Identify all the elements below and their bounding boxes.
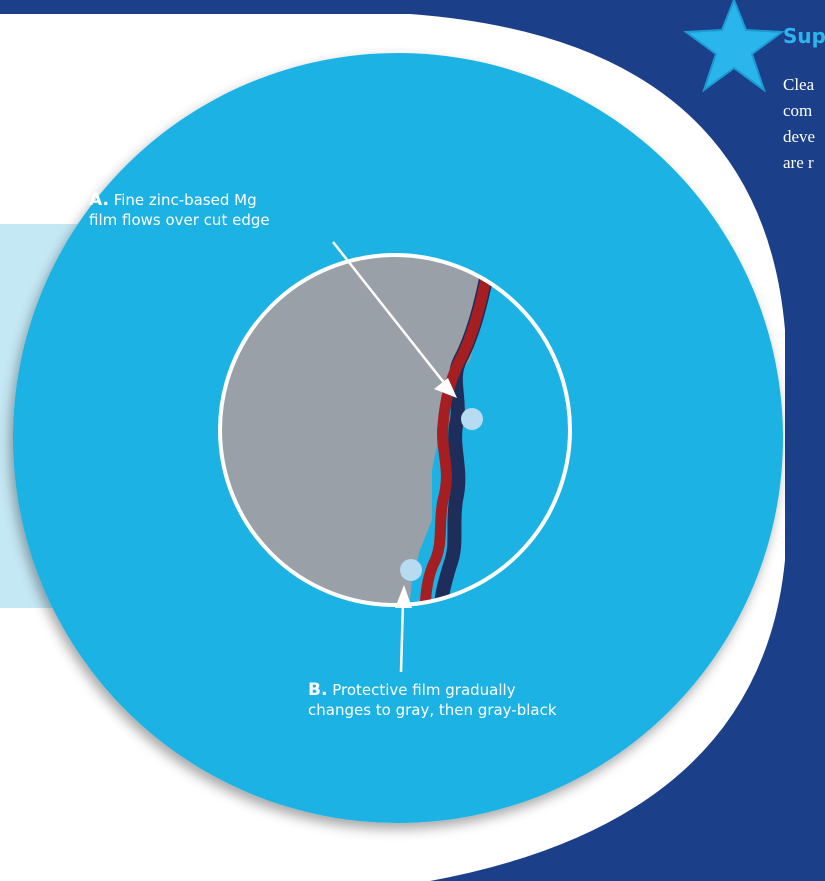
inner-circle-ring bbox=[218, 253, 572, 607]
star-icon bbox=[683, 0, 785, 93]
red-film-layer bbox=[418, 255, 498, 605]
arrow-a-head bbox=[434, 378, 457, 398]
label-a-line2: film flows over cut edge bbox=[89, 211, 270, 229]
label-a-letter: A. bbox=[89, 190, 109, 210]
label-a-line1: Fine zinc-based Mg bbox=[113, 191, 257, 209]
sidebar-text: Clea com deve are r bbox=[783, 72, 815, 176]
metal-substrate bbox=[220, 255, 500, 605]
label-b: B. Protective film gradually changes to … bbox=[308, 680, 557, 720]
arrow-a-line bbox=[332, 241, 446, 385]
label-b-line1: Protective film gradually bbox=[332, 681, 516, 699]
sidebar-heading: Sup bbox=[783, 24, 825, 48]
sidebar-line: deve bbox=[783, 127, 816, 146]
sidebar-line: are r bbox=[783, 153, 814, 172]
label-a: A. Fine zinc-based Mg film flows over cu… bbox=[89, 190, 270, 230]
arrow-b-line bbox=[399, 601, 405, 673]
sidebar-line: com bbox=[783, 101, 813, 120]
marker-dot-a bbox=[461, 408, 483, 430]
label-b-letter: B. bbox=[308, 680, 328, 700]
magnified-view bbox=[220, 255, 570, 605]
label-b-line2: changes to gray, then gray-black bbox=[308, 701, 557, 719]
sidebar-line: Clea bbox=[783, 75, 815, 94]
marker-dot-b bbox=[400, 559, 422, 581]
arrow-b-head bbox=[395, 585, 412, 608]
